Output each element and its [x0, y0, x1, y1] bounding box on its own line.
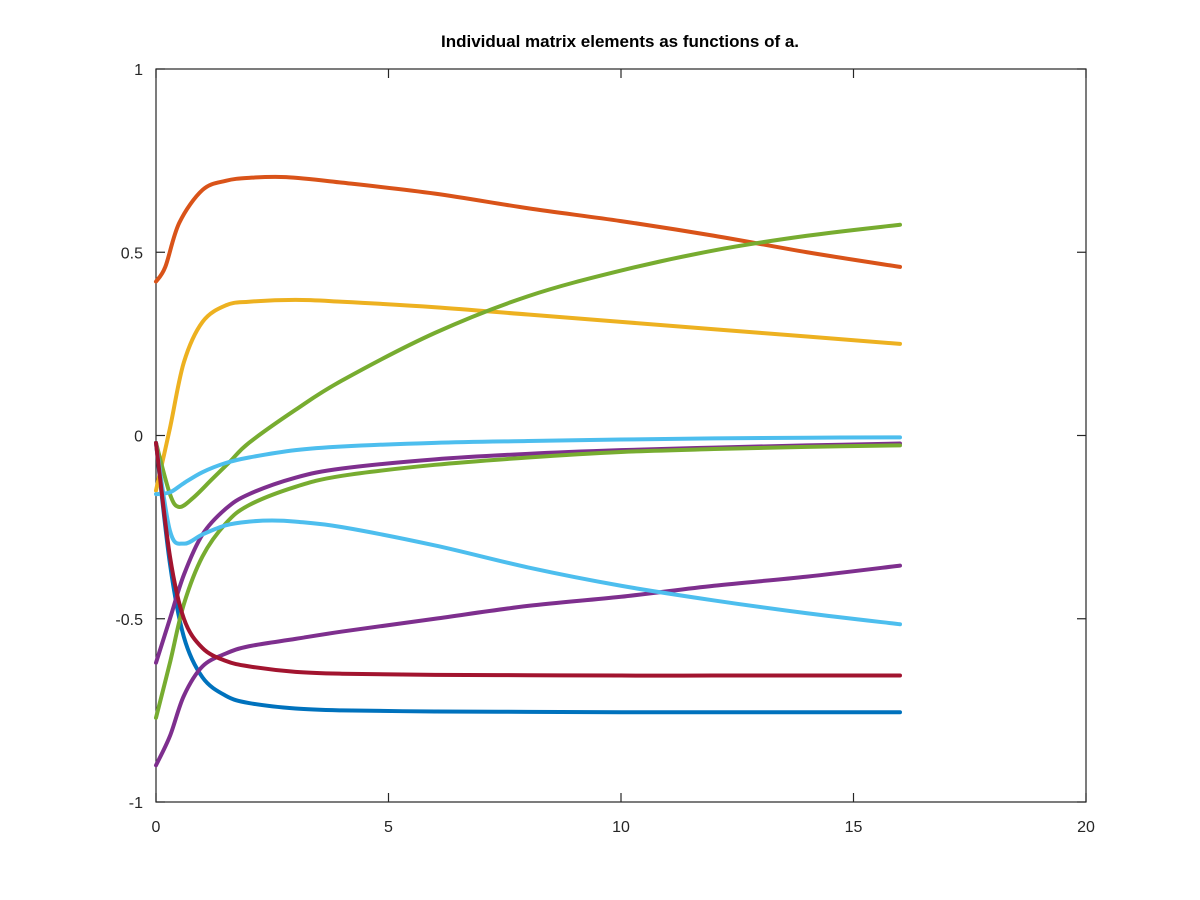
series-line-2 [154, 174, 902, 284]
tick-marks [155, 68, 1087, 803]
series-line-3 [154, 297, 902, 493]
x-tick-label: 15 [845, 819, 863, 836]
series-line-1 [154, 440, 902, 715]
plot-area-frame [155, 68, 1087, 803]
series-line-6 [154, 222, 902, 509]
x-tick-label: 20 [1077, 819, 1095, 836]
y-tick-label: -1 [129, 795, 143, 812]
x-tick-label: 5 [384, 819, 393, 836]
y-tick-label: 0.5 [121, 245, 143, 262]
series-lines [154, 174, 902, 768]
series-line-5 [154, 563, 902, 768]
tick-labels: 0 5 10 15 20 -1 -0.5 0 0.5 1 [115, 62, 1095, 836]
chart-title: Individual matrix elements as functions … [441, 32, 799, 51]
series-line-10 [154, 440, 902, 678]
x-tick-label: 0 [152, 819, 161, 836]
x-tick-label: 10 [612, 819, 630, 836]
series-line-7 [154, 443, 902, 720]
y-tick-label: 1 [134, 62, 143, 79]
y-tick-label: 0 [134, 429, 143, 446]
series-line-9 [154, 440, 902, 627]
series-line-8 [154, 435, 902, 497]
y-tick-label: -0.5 [115, 612, 143, 629]
